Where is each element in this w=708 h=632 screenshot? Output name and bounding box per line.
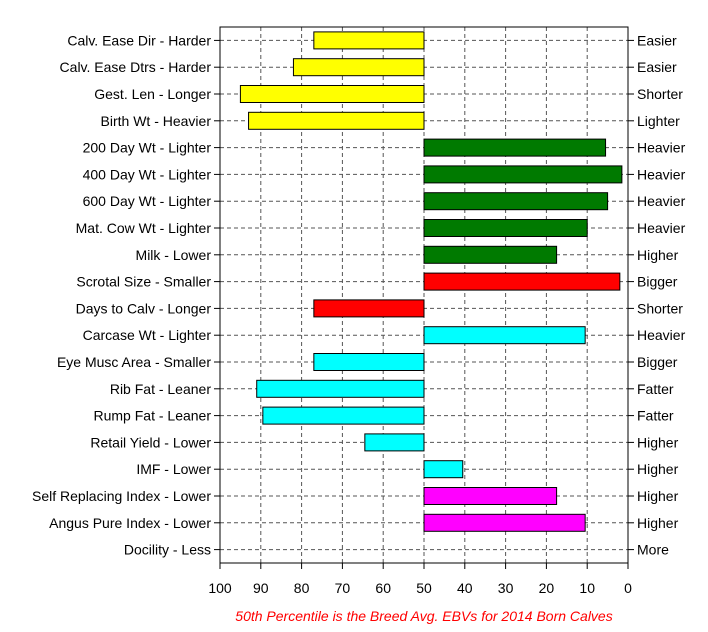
direction-label: Heavier <box>637 166 686 182</box>
bar <box>423 513 586 532</box>
bar <box>423 245 558 264</box>
trait-label: Rump Fat - Leaner <box>94 408 212 424</box>
direction-label: Bigger <box>637 354 678 370</box>
trait-label: 200 Day Wt - Lighter <box>83 140 212 156</box>
trait-label: Birth Wt - Heavier <box>101 113 212 129</box>
axis-ticks <box>214 39 634 569</box>
trait-label: Scrotal Size - Smaller <box>76 274 211 290</box>
trait-label: Mat. Cow Wt - Lighter <box>76 220 212 236</box>
x-tick-label: 100 <box>208 580 232 596</box>
bar <box>423 219 588 237</box>
direction-label: Easier <box>637 32 677 48</box>
direction-label: Easier <box>637 59 677 75</box>
trait-label: Calv. Ease Dtrs - Harder <box>60 59 212 75</box>
trait-label: Retail Yield - Lower <box>90 434 211 450</box>
direction-label: Heavier <box>637 327 686 343</box>
direction-label: Bigger <box>637 274 678 290</box>
bar <box>423 138 607 157</box>
direction-label: Higher <box>637 434 679 450</box>
bars-group <box>239 31 623 532</box>
trait-label: Calv. Ease Dir - Harder <box>67 32 211 48</box>
bar <box>423 192 609 211</box>
direction-label: Higher <box>637 488 679 504</box>
direction-label: Heavier <box>637 220 686 236</box>
trait-label: 400 Day Wt - Lighter <box>83 166 212 182</box>
bar <box>423 460 464 479</box>
bar <box>313 31 425 50</box>
right-direction-labels: Easier Easier Shorter Lighter Heavier Heavier… <box>637 32 686 557</box>
bar <box>313 353 425 371</box>
bar <box>239 85 425 103</box>
trait-label: IMF - Lower <box>136 461 211 477</box>
x-tick-label: 30 <box>498 580 514 596</box>
chart-caption: 50th Percentile is the Breed Avg. EBVs f… <box>235 608 612 624</box>
x-tick-label: 0 <box>624 580 632 596</box>
trait-label: Milk - Lower <box>136 247 212 263</box>
trait-label: Gest. Len - Longer <box>94 86 211 102</box>
direction-label: Shorter <box>637 86 683 102</box>
bar <box>423 165 623 184</box>
x-tick-label: 50 <box>416 580 432 596</box>
trait-label: Days to Calv - Longer <box>76 300 212 316</box>
bar <box>248 111 425 130</box>
bar <box>423 326 586 345</box>
x-tick-label: 90 <box>253 580 269 596</box>
direction-label: More <box>637 542 669 558</box>
direction-label: Fatter <box>637 408 674 424</box>
x-tick-label: 70 <box>335 580 351 596</box>
trait-label: Docility - Less <box>124 542 211 558</box>
grid-lines <box>220 27 628 563</box>
trait-label: Carcase Wt - Lighter <box>83 327 212 343</box>
x-tick-label: 10 <box>579 580 595 596</box>
direction-label: Higher <box>637 461 679 477</box>
bar <box>262 406 425 425</box>
x-tick-label: 80 <box>294 580 310 596</box>
bar <box>423 487 558 505</box>
direction-label: Heavier <box>637 140 686 156</box>
bar <box>423 272 621 291</box>
direction-label: Higher <box>637 515 679 531</box>
trait-label: Rib Fat - Leaner <box>110 381 211 397</box>
x-tick-label: 20 <box>539 580 555 596</box>
bar <box>292 58 425 77</box>
x-tick-labels: 100 90 80 70 60 50 40 30 20 10 0 <box>208 580 632 596</box>
trait-label: Angus Pure Index - Lower <box>49 515 211 531</box>
direction-label: Heavier <box>637 193 686 209</box>
x-tick-label: 40 <box>457 580 473 596</box>
bar <box>256 379 425 398</box>
bar <box>364 433 425 452</box>
trait-label: 600 Day Wt - Lighter <box>83 193 212 209</box>
direction-label: Shorter <box>637 300 683 316</box>
trait-label: Eye Musc Area - Smaller <box>57 354 211 370</box>
direction-label: Lighter <box>637 113 680 129</box>
bar <box>313 299 425 318</box>
direction-label: Higher <box>637 247 679 263</box>
x-tick-label: 60 <box>375 580 391 596</box>
left-trait-labels: Calv. Ease Dir - Harder Calv. Ease Dtrs -… <box>32 32 211 557</box>
trait-label: Self Replacing Index - Lower <box>32 488 211 504</box>
direction-label: Fatter <box>637 381 674 397</box>
